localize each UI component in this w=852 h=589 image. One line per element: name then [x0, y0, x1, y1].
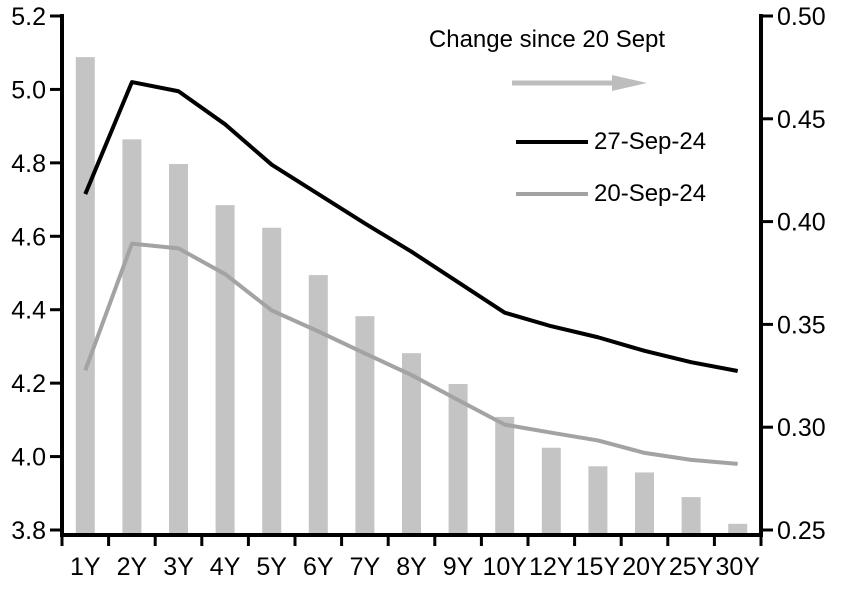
left-axis-tick-label: 5.2 — [11, 3, 46, 31]
x-axis-label-8Y: 8Y — [396, 553, 427, 581]
right-axis-tick-label: 0.40 — [777, 209, 826, 237]
bar-6Y — [308, 275, 328, 534]
left-axis-tick-label: 4.8 — [11, 150, 46, 178]
line-swatch-gray — [516, 192, 588, 196]
x-axis-label-4Y: 4Y — [210, 553, 241, 581]
left-axis-tick-label: 5.0 — [11, 76, 46, 104]
x-axis-label-12Y: 12Y — [529, 553, 574, 581]
legend-label-27-sep: 27-Sep-24 — [594, 128, 707, 155]
bar-10Y — [495, 416, 515, 534]
x-axis-label-20Y: 20Y — [622, 553, 667, 581]
right-axis-tick-label: 0.25 — [777, 517, 826, 545]
x-axis-label-6Y: 6Y — [303, 553, 334, 581]
x-axis-label-10Y: 10Y — [482, 553, 527, 581]
left-axis-tick-label: 4.0 — [11, 444, 46, 472]
bar-20Y — [635, 472, 654, 534]
x-axis-label-3Y: 3Y — [163, 553, 194, 581]
bar-5Y — [262, 227, 282, 534]
bar-8Y — [402, 353, 421, 534]
bar-1Y — [75, 57, 95, 535]
bar-4Y — [215, 205, 235, 535]
x-axis-label-1Y: 1Y — [70, 553, 101, 581]
right-axis-tick-label: 0.50 — [777, 3, 826, 31]
bar-3Y — [169, 164, 188, 535]
legend-item-20-sep: 20-Sep-24 — [516, 180, 706, 208]
change-arrow-icon — [512, 74, 648, 92]
left-axis-tick-label: 4.4 — [11, 297, 46, 325]
right-axis-tick-label: 0.45 — [777, 106, 826, 134]
x-axis-label-7Y: 7Y — [350, 553, 381, 581]
x-axis-label-9Y: 9Y — [443, 553, 474, 581]
right-axis-tick-label: 0.35 — [777, 311, 826, 339]
line-series-20-sep-24 — [83, 241, 738, 466]
x-axis-label-5Y: 5Y — [256, 553, 287, 581]
x-axis-label-15Y: 15Y — [576, 553, 621, 581]
left-axis-tick-label: 4.6 — [11, 223, 46, 251]
bar-12Y — [541, 447, 561, 534]
line-series-27-sep-24 — [83, 80, 739, 373]
legend-title: Change since 20 Sept — [428, 26, 666, 53]
left-axis-tick-label: 4.2 — [11, 370, 46, 398]
x-axis-label-2Y: 2Y — [117, 553, 148, 581]
line-swatch-black — [516, 140, 588, 144]
bar-2Y — [122, 139, 142, 535]
left-axis-tick-label: 3.8 — [11, 517, 46, 545]
bar-7Y — [355, 316, 375, 534]
x-axis-label-25Y: 25Y — [669, 553, 714, 581]
legend-item-27-sep: 27-Sep-24 — [516, 128, 706, 156]
right-axis-tick-label: 0.30 — [777, 414, 826, 442]
x-axis-label-30Y: 30Y — [715, 553, 760, 581]
bar-30Y — [728, 523, 748, 534]
bar-25Y — [681, 497, 701, 534]
legend-label-20-sep: 20-Sep-24 — [594, 180, 707, 207]
bar-9Y — [448, 384, 468, 534]
bar-15Y — [588, 466, 608, 534]
